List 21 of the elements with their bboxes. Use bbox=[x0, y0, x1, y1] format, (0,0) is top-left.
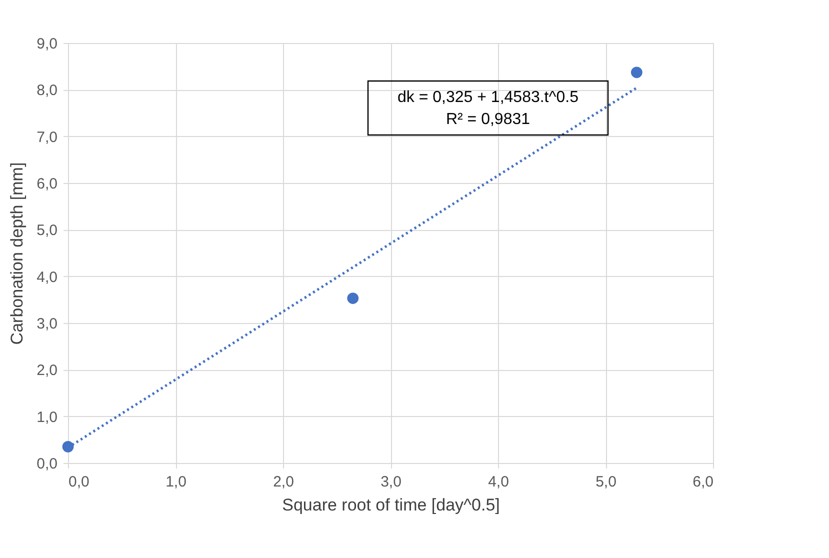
y-axis-title: Carbonation depth [mm] bbox=[8, 162, 27, 345]
y-tick-label: 8,0 bbox=[36, 82, 58, 100]
y-tick-label: 3,0 bbox=[36, 316, 58, 332]
annotation: R² = 0,9831 bbox=[446, 111, 530, 128]
y-tick-label: 1,0 bbox=[36, 408, 58, 426]
x-tick-label: 1,0 bbox=[166, 474, 186, 490]
annotation: dk = 0,325 + 1,4583.t^0.5 bbox=[398, 89, 579, 106]
x-tick-label: 2,0 bbox=[273, 474, 294, 490]
y-tick-label: 2,0 bbox=[36, 362, 58, 380]
y-tick-label: 7,0 bbox=[36, 128, 58, 146]
x-tick-label: 0,0 bbox=[68, 474, 90, 490]
y-tick-label: 0,0 bbox=[36, 456, 58, 472]
x-tick-label: 3,0 bbox=[380, 474, 402, 490]
y-tick-label: 4,0 bbox=[36, 268, 58, 286]
x-tick-label: 5,0 bbox=[596, 474, 616, 490]
x-tick-label: 6,0 bbox=[692, 474, 714, 490]
x-axis-title: Square root of time [day^0.5] bbox=[282, 496, 500, 514]
y-tick-label: 9,0 bbox=[36, 36, 58, 52]
y-tick-label: 5,0 bbox=[36, 222, 58, 240]
y-tick-label: 6,0 bbox=[36, 176, 58, 192]
x-tick-label: 4,0 bbox=[488, 474, 509, 490]
